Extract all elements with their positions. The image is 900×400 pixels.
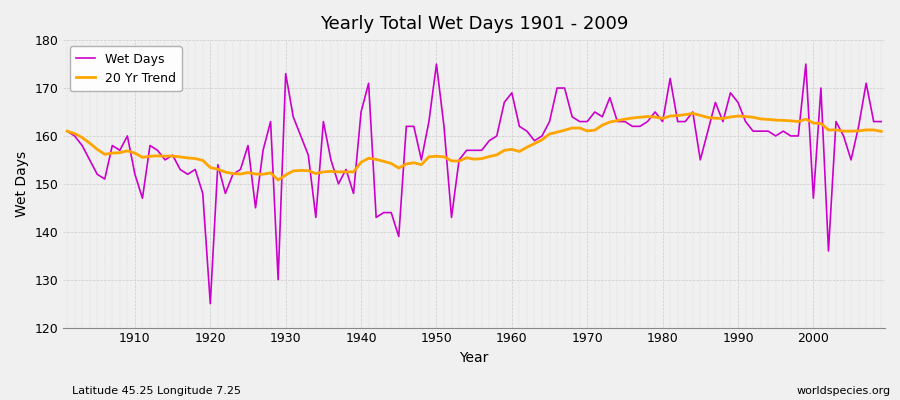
X-axis label: Year: Year (460, 351, 489, 365)
Wet Days (62, 129, 73, 134)
Wet Days (431, 62, 442, 66)
Wet Days (205, 301, 216, 306)
Wet Days (295, 134, 306, 138)
Text: worldspecies.org: worldspecies.org (796, 386, 891, 396)
Wet Days (514, 124, 525, 129)
Legend: Wet Days, 20 Yr Trend: Wet Days, 20 Yr Trend (69, 46, 182, 91)
Line: 20 Yr Trend: 20 Yr Trend (68, 114, 881, 180)
20 Yr Trend (605, 120, 616, 124)
Text: Latitude 45.25 Longitude 7.25: Latitude 45.25 Longitude 7.25 (72, 386, 241, 396)
20 Yr Trend (507, 147, 517, 152)
20 Yr Trend (340, 170, 351, 174)
Wet Days (521, 129, 532, 134)
Line: Wet Days: Wet Days (68, 64, 881, 304)
20 Yr Trend (688, 111, 698, 116)
20 Yr Trend (273, 178, 284, 182)
20 Yr Trend (122, 148, 133, 153)
20 Yr Trend (514, 149, 525, 154)
20 Yr Trend (295, 168, 306, 173)
Y-axis label: Wet Days: Wet Days (15, 151, 29, 217)
Wet Days (340, 167, 351, 172)
Title: Yearly Total Wet Days 1901 - 2009: Yearly Total Wet Days 1901 - 2009 (320, 15, 628, 33)
20 Yr Trend (62, 129, 73, 134)
Wet Days (876, 119, 886, 124)
Wet Days (612, 119, 623, 124)
Wet Days (122, 134, 133, 138)
20 Yr Trend (876, 129, 886, 134)
